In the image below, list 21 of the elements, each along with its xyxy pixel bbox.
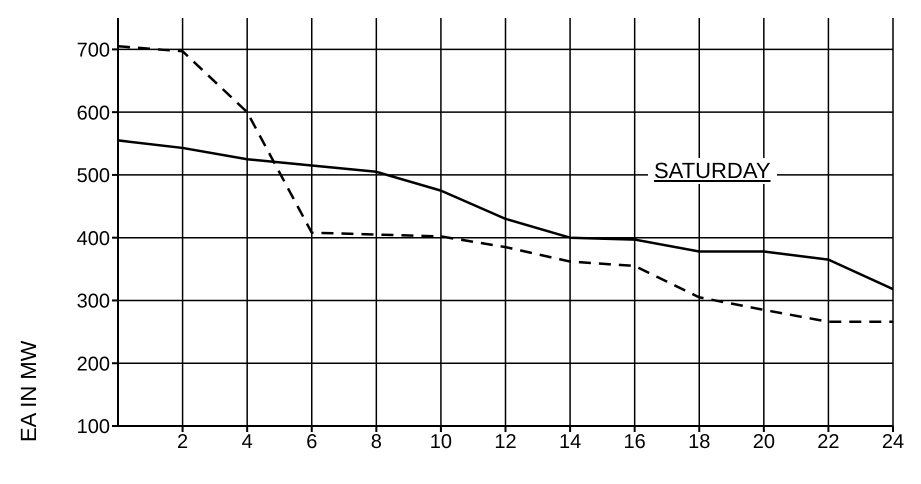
x-tick-label: 2 [177,431,188,454]
y-tick-label: 600 [76,102,110,124]
x-tick-label: 18 [688,431,710,454]
x-tick-label: 24 [882,431,904,454]
y-tick-label: 200 [76,353,110,376]
x-tick-label: 20 [752,431,775,454]
x-tick-label: 6 [306,431,318,454]
y-tick-label: 400 [76,228,110,250]
y-tick-label: 700 [76,39,110,62]
x-tick-label: 12 [494,431,517,454]
x-tick-label: 8 [370,431,382,454]
y-tick-label: 500 [76,165,110,188]
y-tick-label: 100 [76,416,110,438]
y-axis-title: EA IN MW [16,340,41,442]
annotation: SATURDAY [648,158,777,184]
y-tick-label: 300 [76,290,110,313]
x-tick-label: 4 [242,431,253,454]
x-tick-label: 22 [817,431,840,454]
x-tick-label: 10 [430,431,452,454]
x-tick-label: 14 [558,431,582,454]
x-tick-label: 16 [624,431,646,454]
